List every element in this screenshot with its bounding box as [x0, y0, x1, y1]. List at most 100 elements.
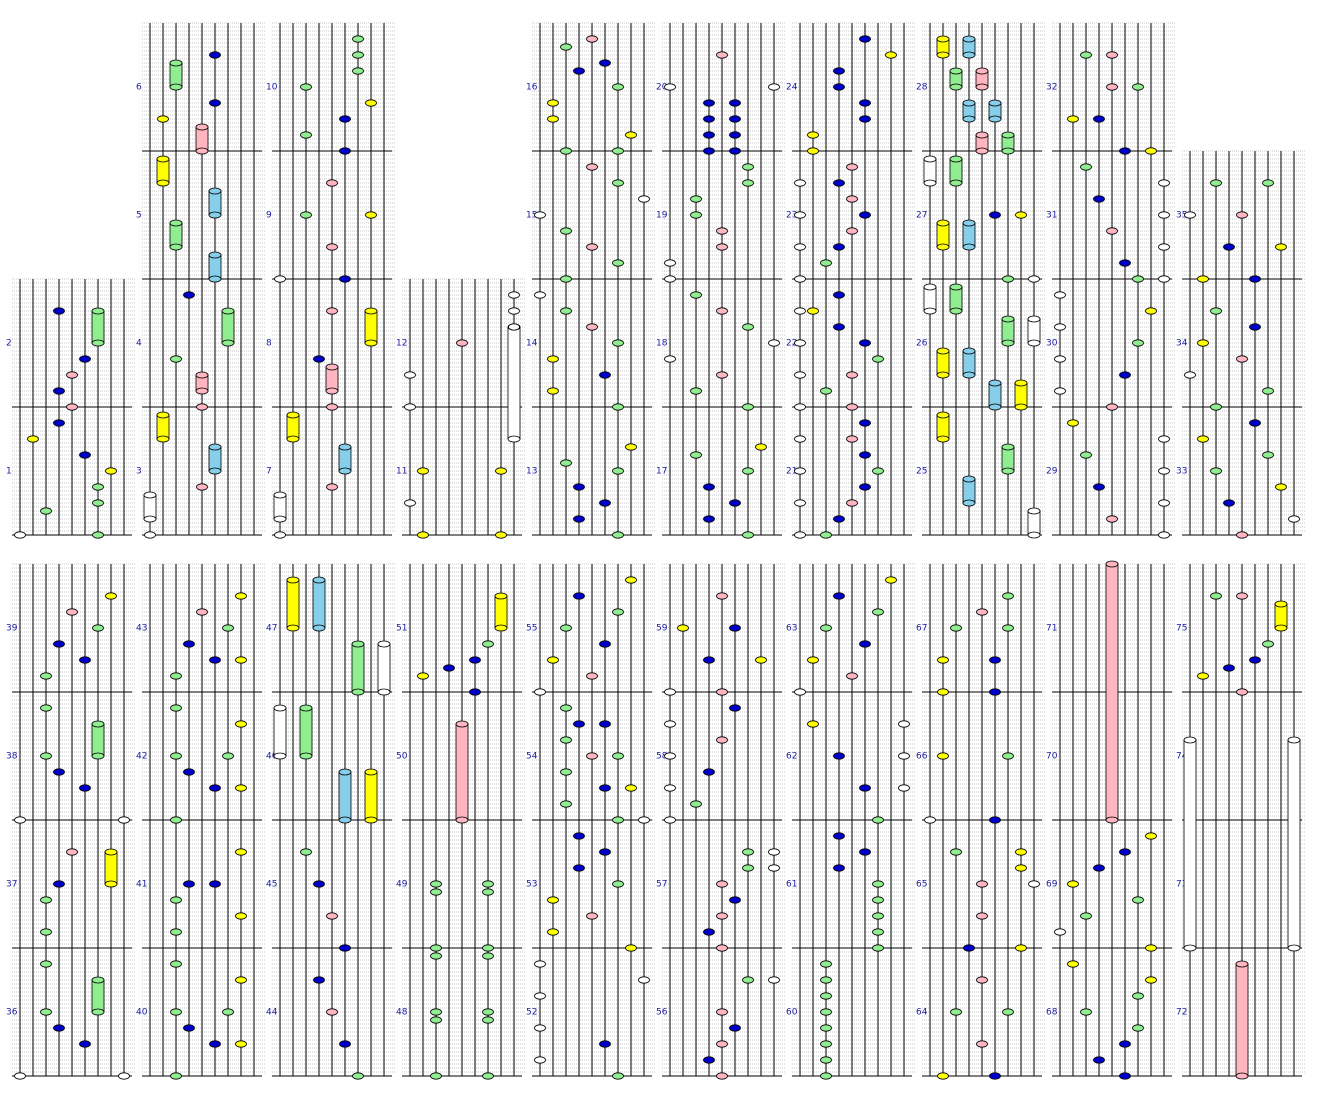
- note: [599, 499, 611, 507]
- long-note-top: [455, 720, 469, 728]
- measure-number: 41: [136, 880, 147, 890]
- note: [313, 880, 325, 888]
- measure-column: 52 53 54 55: [526, 563, 656, 1077]
- note: [1262, 179, 1274, 187]
- note: [326, 912, 338, 920]
- note: [534, 1056, 546, 1064]
- long-note-body: [273, 707, 287, 757]
- measure-number: 8: [266, 339, 272, 349]
- note: [404, 403, 416, 411]
- note: [716, 243, 728, 251]
- note: [339, 944, 351, 952]
- note: [1119, 1040, 1131, 1048]
- note: [573, 832, 585, 840]
- measure-number: 18: [656, 339, 668, 349]
- note: [833, 592, 845, 600]
- long-note-top: [91, 720, 105, 728]
- note: [1054, 387, 1066, 395]
- note: [40, 896, 52, 904]
- measure-number: 17: [656, 467, 667, 477]
- measure-number: 44: [266, 1008, 278, 1018]
- note: [326, 307, 338, 315]
- long-note-top: [143, 491, 157, 499]
- note: [235, 976, 247, 984]
- measure-number: 56: [656, 1008, 668, 1018]
- long-note-body: [923, 286, 937, 312]
- note: [664, 275, 676, 283]
- long-note: [962, 219, 976, 251]
- measure-number: 60: [786, 1008, 798, 1018]
- note: [794, 275, 806, 283]
- measure-column: 72 73 74 75: [1176, 563, 1306, 1077]
- long-note: [988, 379, 1002, 411]
- note: [716, 688, 728, 696]
- note: [1015, 848, 1027, 856]
- long-note-body: [91, 310, 105, 344]
- note: [859, 419, 871, 427]
- note: [482, 952, 494, 960]
- note: [1119, 848, 1131, 856]
- note: [1054, 355, 1066, 363]
- long-note-top: [949, 155, 963, 163]
- long-note-head: [1027, 531, 1041, 539]
- long-note-body: [364, 771, 378, 821]
- note: [846, 403, 858, 411]
- measure-number: 68: [1046, 1008, 1058, 1018]
- measure-number: 30: [1046, 339, 1058, 349]
- long-note-top: [949, 283, 963, 291]
- note: [846, 499, 858, 507]
- note: [235, 848, 247, 856]
- measure-number: 50: [396, 752, 408, 762]
- measure-column: 12: [6, 278, 136, 536]
- note: [404, 499, 416, 507]
- long-note: [325, 363, 339, 395]
- note: [573, 864, 585, 872]
- long-note: [962, 99, 976, 123]
- long-note: [104, 848, 118, 888]
- note: [1067, 960, 1079, 968]
- note: [820, 992, 832, 1000]
- note: [1236, 592, 1248, 600]
- measure-number: 26: [916, 339, 928, 349]
- note: [989, 816, 1001, 824]
- measure-number: 25: [916, 467, 927, 477]
- note: [170, 704, 182, 712]
- long-note-top: [273, 491, 287, 499]
- measure-number: 75: [1176, 624, 1187, 634]
- long-note-head: [975, 83, 989, 91]
- note: [417, 467, 429, 475]
- note: [209, 656, 221, 664]
- long-note-top: [949, 67, 963, 75]
- note: [833, 67, 845, 75]
- note: [300, 83, 312, 91]
- long-note-top: [169, 219, 183, 227]
- note: [703, 147, 715, 155]
- note: [1106, 51, 1118, 59]
- long-note: [273, 704, 287, 760]
- long-note: [143, 491, 157, 523]
- note: [534, 992, 546, 1000]
- long-note-head: [988, 403, 1002, 411]
- note: [664, 355, 676, 363]
- note: [209, 99, 221, 107]
- long-note-top: [104, 848, 118, 856]
- note: [326, 483, 338, 491]
- note: [1067, 880, 1079, 888]
- note: [339, 147, 351, 155]
- note: [690, 451, 702, 459]
- note: [352, 67, 364, 75]
- note: [768, 864, 780, 872]
- long-note-body: [286, 579, 300, 629]
- note: [872, 355, 884, 363]
- note: [1132, 275, 1144, 283]
- note: [872, 816, 884, 824]
- note: [872, 928, 884, 936]
- long-note-top: [91, 307, 105, 315]
- measure-number: 13: [526, 467, 537, 477]
- note: [716, 1072, 728, 1080]
- long-note: [208, 251, 222, 283]
- long-note-head: [364, 816, 378, 824]
- note: [560, 736, 572, 744]
- long-note: [221, 307, 235, 347]
- long-note: [949, 67, 963, 91]
